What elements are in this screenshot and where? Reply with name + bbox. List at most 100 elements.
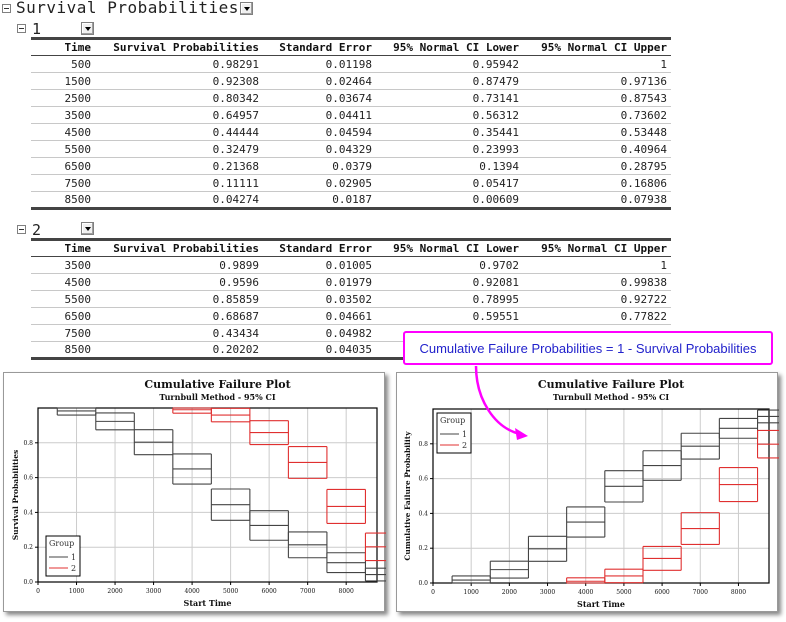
group2-dropdown-button[interactable]: [81, 222, 94, 235]
survival-chart-frame: Cumulative Failure Plot Turnbull Method -…: [3, 372, 405, 612]
cell-stderr: 0.02464: [263, 72, 376, 90]
group2-table: Time Survival Probabilities Standard Err…: [31, 238, 671, 360]
legend-box: [45, 535, 81, 577]
x-tick-label: 4000: [578, 589, 593, 596]
table-row: 5500 0.32479 0.04329 0.23993 0.40964: [31, 140, 671, 158]
x-tick-label: 1000: [464, 589, 479, 596]
table-header-row: Time Survival Probabilities Standard Err…: [31, 239, 671, 257]
legend-box: [436, 412, 472, 454]
y-tick-label: 0.8: [23, 440, 33, 447]
group1-table: Time Survival Probabilities Standard Err…: [31, 37, 671, 210]
x-tick-label: 7000: [693, 589, 708, 596]
legend-label-2: 2: [462, 441, 467, 450]
y-tick-label: 0.0: [418, 580, 428, 587]
group1-dropdown-button[interactable]: [81, 22, 94, 35]
cell-survival: 0.9899: [95, 256, 263, 274]
cell-time: 6500: [31, 157, 95, 175]
cell-time: 3500: [31, 256, 95, 274]
cell-ci-lower: 0.73141: [376, 89, 523, 107]
x-tick-label: 8000: [339, 588, 354, 595]
cell-stderr: 0.01979: [263, 273, 376, 291]
x-tick-label: 5000: [223, 588, 238, 595]
x-axis-label: Start Time: [577, 599, 625, 609]
cell-ci-upper: 0.99838: [523, 273, 671, 291]
table-row: 8500 0.04274 0.0187 0.00609 0.07938: [31, 191, 671, 210]
y-axis-label: Cumulative Failure Probability: [403, 431, 412, 561]
cell-ci-lower: 0.78995: [376, 290, 523, 308]
chart-title: Cumulative Failure Plot: [144, 378, 291, 391]
col-header-ci-lower: 95% Normal CI Lower: [393, 242, 519, 255]
cell-survival: 0.85859: [95, 290, 263, 308]
x-tick-label: 6000: [261, 588, 276, 595]
cell-stderr: 0.0379: [263, 157, 376, 175]
cell-ci-upper: 0.07938: [523, 191, 671, 210]
x-tick-label: 5000: [616, 589, 631, 596]
col-header-time: Time: [64, 41, 92, 54]
y-tick-label: 0.6: [418, 476, 428, 483]
cell-time: 500: [31, 55, 95, 73]
cell-time: 7500: [31, 174, 95, 192]
cell-ci-lower: 0.35441: [376, 123, 523, 141]
col-header-stderr: Standard Error: [279, 41, 372, 54]
legend-title: Group: [440, 416, 465, 425]
y-axis-label: Survival Probabilities: [11, 450, 20, 541]
x-tick-label: 4000: [184, 588, 199, 595]
failure-chart-frame: Cumulative Failure Plot Turnbull Method -…: [396, 372, 786, 612]
x-tick-label: 8000: [731, 589, 746, 596]
collapse-group2-icon[interactable]: [17, 225, 26, 234]
legend-label-1: 1: [462, 430, 467, 439]
col-header-ci-upper: 95% Normal CI Upper: [541, 41, 667, 54]
x-tick-label: 1000: [69, 588, 84, 595]
cell-ci-upper: 1: [523, 55, 671, 73]
cell-ci-lower: 0.59551: [376, 307, 523, 325]
cell-ci-upper: 0.16806: [523, 174, 671, 192]
col-header-time: Time: [64, 242, 92, 255]
cell-ci-lower: 0.05417: [376, 174, 523, 192]
cell-ci-lower: 0.23993: [376, 140, 523, 158]
x-tick-label: 2000: [107, 588, 122, 595]
table-row: 3500 0.64957 0.04411 0.56312 0.73602: [31, 106, 671, 124]
report-title: Survival Probabilities: [16, 0, 239, 17]
cell-time: 8500: [31, 341, 95, 360]
annotation-callout: Cumulative Failure Probabilities = 1 - S…: [403, 331, 773, 365]
cell-stderr: 0.04411: [263, 106, 376, 124]
cell-time: 6500: [31, 307, 95, 325]
cell-ci-upper: 0.97136: [523, 72, 671, 90]
cell-time: 7500: [31, 324, 95, 342]
group1-title: 1: [32, 20, 42, 38]
cell-stderr: 0.02905: [263, 174, 376, 192]
cell-survival: 0.68687: [95, 307, 263, 325]
collapse-report-icon[interactable]: [2, 4, 11, 13]
chart-subtitle: Turnbull Method - 95% CI: [159, 392, 276, 402]
table-row: 7500 0.11111 0.02905 0.05417 0.16806: [31, 174, 671, 192]
cell-ci-upper: 0.77822: [523, 307, 671, 325]
cell-ci-lower: 0.00609: [376, 191, 523, 210]
x-tick-label: 7000: [300, 588, 315, 595]
table-row: 4500 0.9596 0.01979 0.92081 0.99838: [31, 273, 671, 291]
chart-title: Cumulative Failure Plot: [538, 378, 685, 391]
plot-area: [37, 407, 378, 583]
y-tick-label: 0.2: [23, 544, 33, 551]
cell-ci-lower: 0.92081: [376, 273, 523, 291]
x-axis-label: Start Time: [184, 598, 232, 608]
cell-survival: 0.9596: [95, 273, 263, 291]
cell-survival: 0.11111: [95, 174, 263, 192]
cell-time: 2500: [31, 89, 95, 107]
report-dropdown-button[interactable]: [240, 2, 253, 15]
table-row: 1500 0.92308 0.02464 0.87479 0.97136: [31, 72, 671, 90]
cell-stderr: 0.04982: [263, 324, 376, 342]
cell-stderr: 0.03674: [263, 89, 376, 107]
table-header-row: Time Survival Probabilities Standard Err…: [31, 38, 671, 56]
cell-stderr: 0.01005: [263, 256, 376, 274]
x-tick-label: 0: [431, 589, 435, 596]
table-row: 6500 0.68687 0.04661 0.59551 0.77822: [31, 307, 671, 325]
legend-label-2: 2: [71, 564, 76, 573]
table-row: 5500 0.85859 0.03502 0.78995 0.92722: [31, 290, 671, 308]
cell-ci-lower: 0.1394: [376, 157, 523, 175]
x-tick-label: 3000: [146, 588, 161, 595]
x-tick-label: 2000: [502, 589, 517, 596]
collapse-group1-icon[interactable]: [17, 24, 26, 33]
table-row: 4500 0.44444 0.04594 0.35441 0.53448: [31, 123, 671, 141]
cell-survival: 0.04274: [95, 191, 263, 210]
